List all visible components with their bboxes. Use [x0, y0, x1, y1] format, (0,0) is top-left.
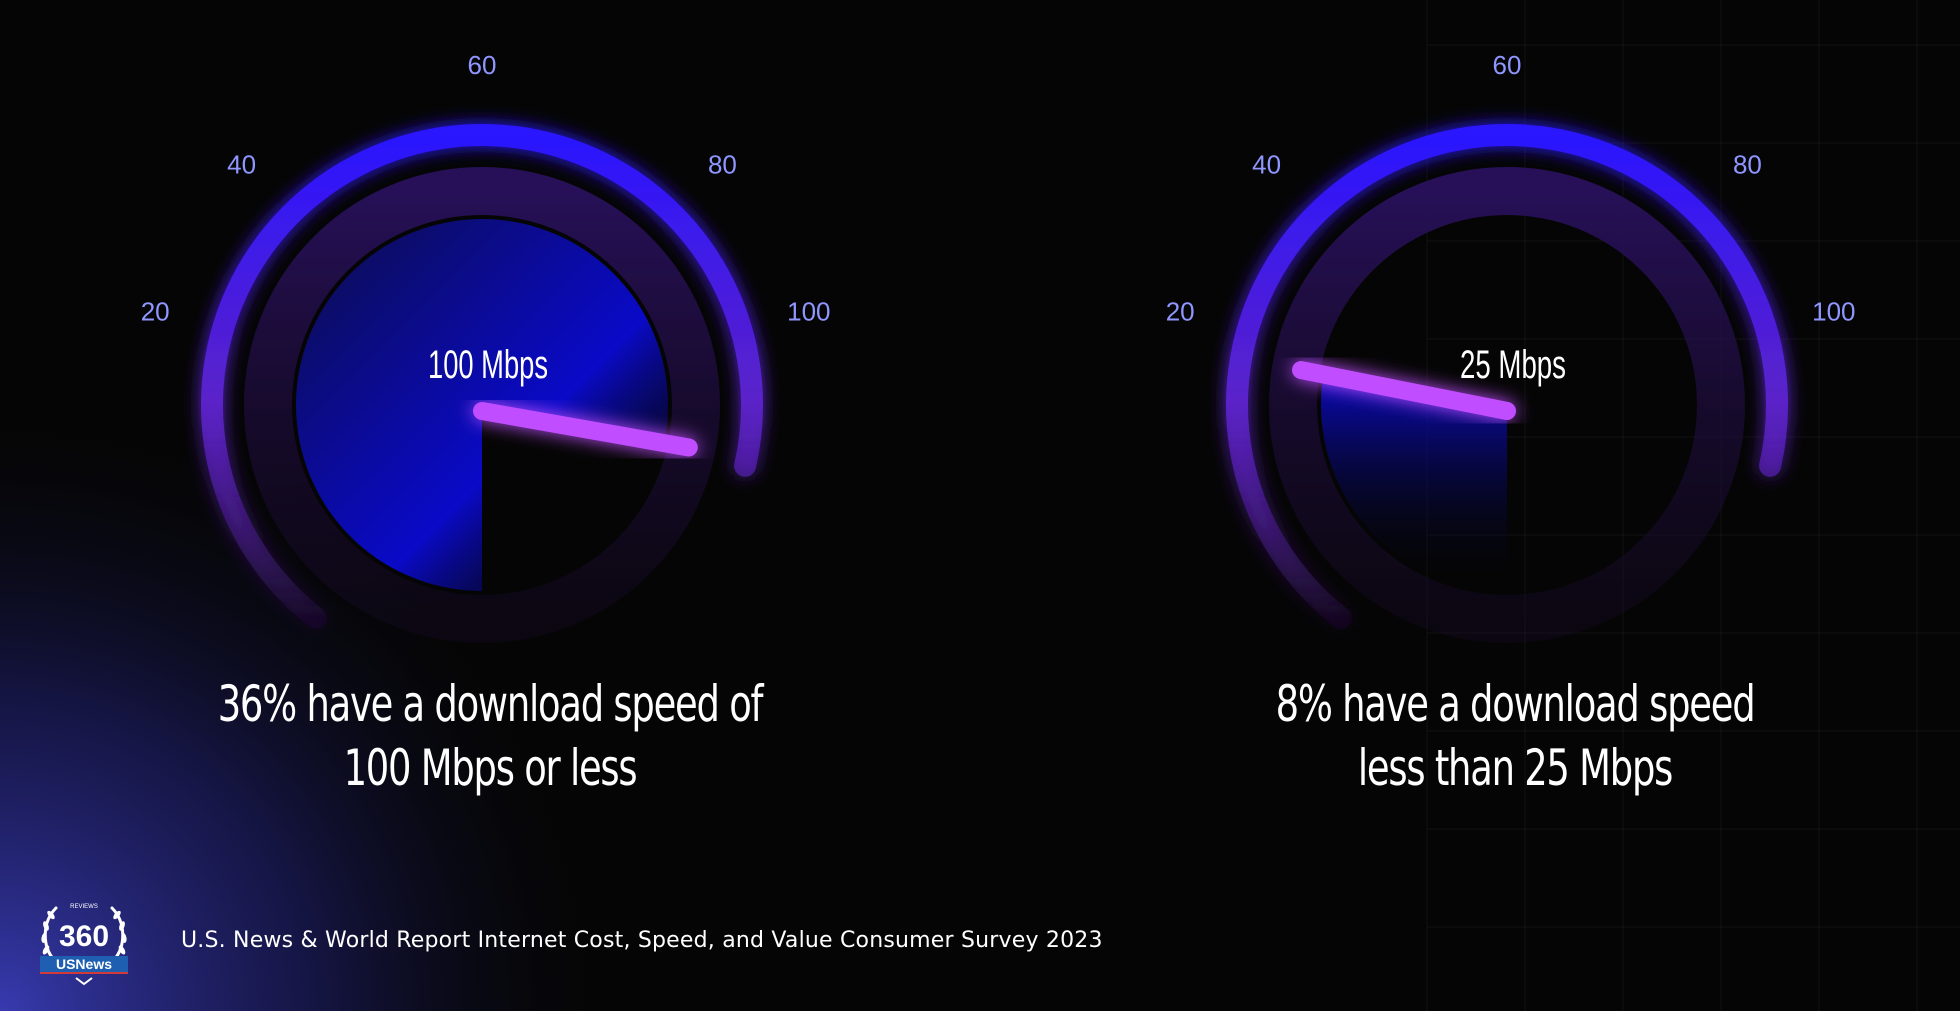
logo-brand: USNews — [56, 956, 112, 972]
caption-line-1: 8% have a download speed — [1275, 675, 1756, 733]
tick-label-20: 20 — [141, 296, 170, 326]
tick-label-100: 100 — [1812, 296, 1855, 326]
usnews-360-reviews-logo: REVIEWS 360 USNews — [32, 894, 136, 986]
tick-label-60: 60 — [1493, 50, 1522, 80]
gauge-caption: 36% have a download speed of 100 Mbps or… — [88, 672, 892, 800]
gauge-reading-label: 100 Mbps — [428, 343, 548, 387]
gauge-caption: 8% have a download speed less than 25 Mb… — [1113, 672, 1917, 800]
caption-line-2: less than 25 Mbps — [1357, 739, 1673, 797]
tick-label-80: 80 — [1733, 150, 1762, 180]
gauge-graphic: 20 40 60 80 100 25 Mbps — [1166, 50, 1856, 643]
gauge-mid-ring — [1269, 167, 1745, 643]
gauge-reading-label: 25 Mbps — [1460, 343, 1566, 387]
tick-label-20: 20 — [1166, 296, 1195, 326]
tick-label-80: 80 — [708, 150, 737, 180]
logo-top-text: REVIEWS — [70, 904, 98, 910]
tick-label-100: 100 — [787, 296, 830, 326]
gauge-needle — [1292, 361, 1516, 420]
footer: REVIEWS 360 USNews U.S. News & World Rep… — [32, 894, 1103, 986]
tick-label-60: 60 — [468, 50, 497, 80]
gauge-graphic: 20 40 60 80 100 100 Mbps — [141, 50, 831, 643]
speed-gauge-25: 20 40 60 80 100 25 Mbps 8% have a downlo… — [1025, 0, 1960, 1011]
gauge-outer-arc — [1226, 124, 1788, 629]
gauge-fill-sector — [1321, 368, 1507, 591]
caption-line-2: 100 Mbps or less — [343, 739, 638, 797]
tick-label-40: 40 — [1252, 150, 1281, 180]
logo-number: 360 — [59, 920, 109, 953]
gauge-mid-ring — [244, 167, 720, 643]
source-citation: U.S. News & World Report Internet Cost, … — [181, 927, 1103, 953]
caption-line-1: 36% have a download speed of — [217, 675, 764, 733]
gauge-needle — [473, 402, 698, 457]
tick-label-40: 40 — [227, 150, 256, 180]
speed-gauge-100: 20 40 60 80 100 100 Mbps 36% have a down… — [88, 50, 892, 800]
gauge-outer-arc — [201, 124, 763, 629]
